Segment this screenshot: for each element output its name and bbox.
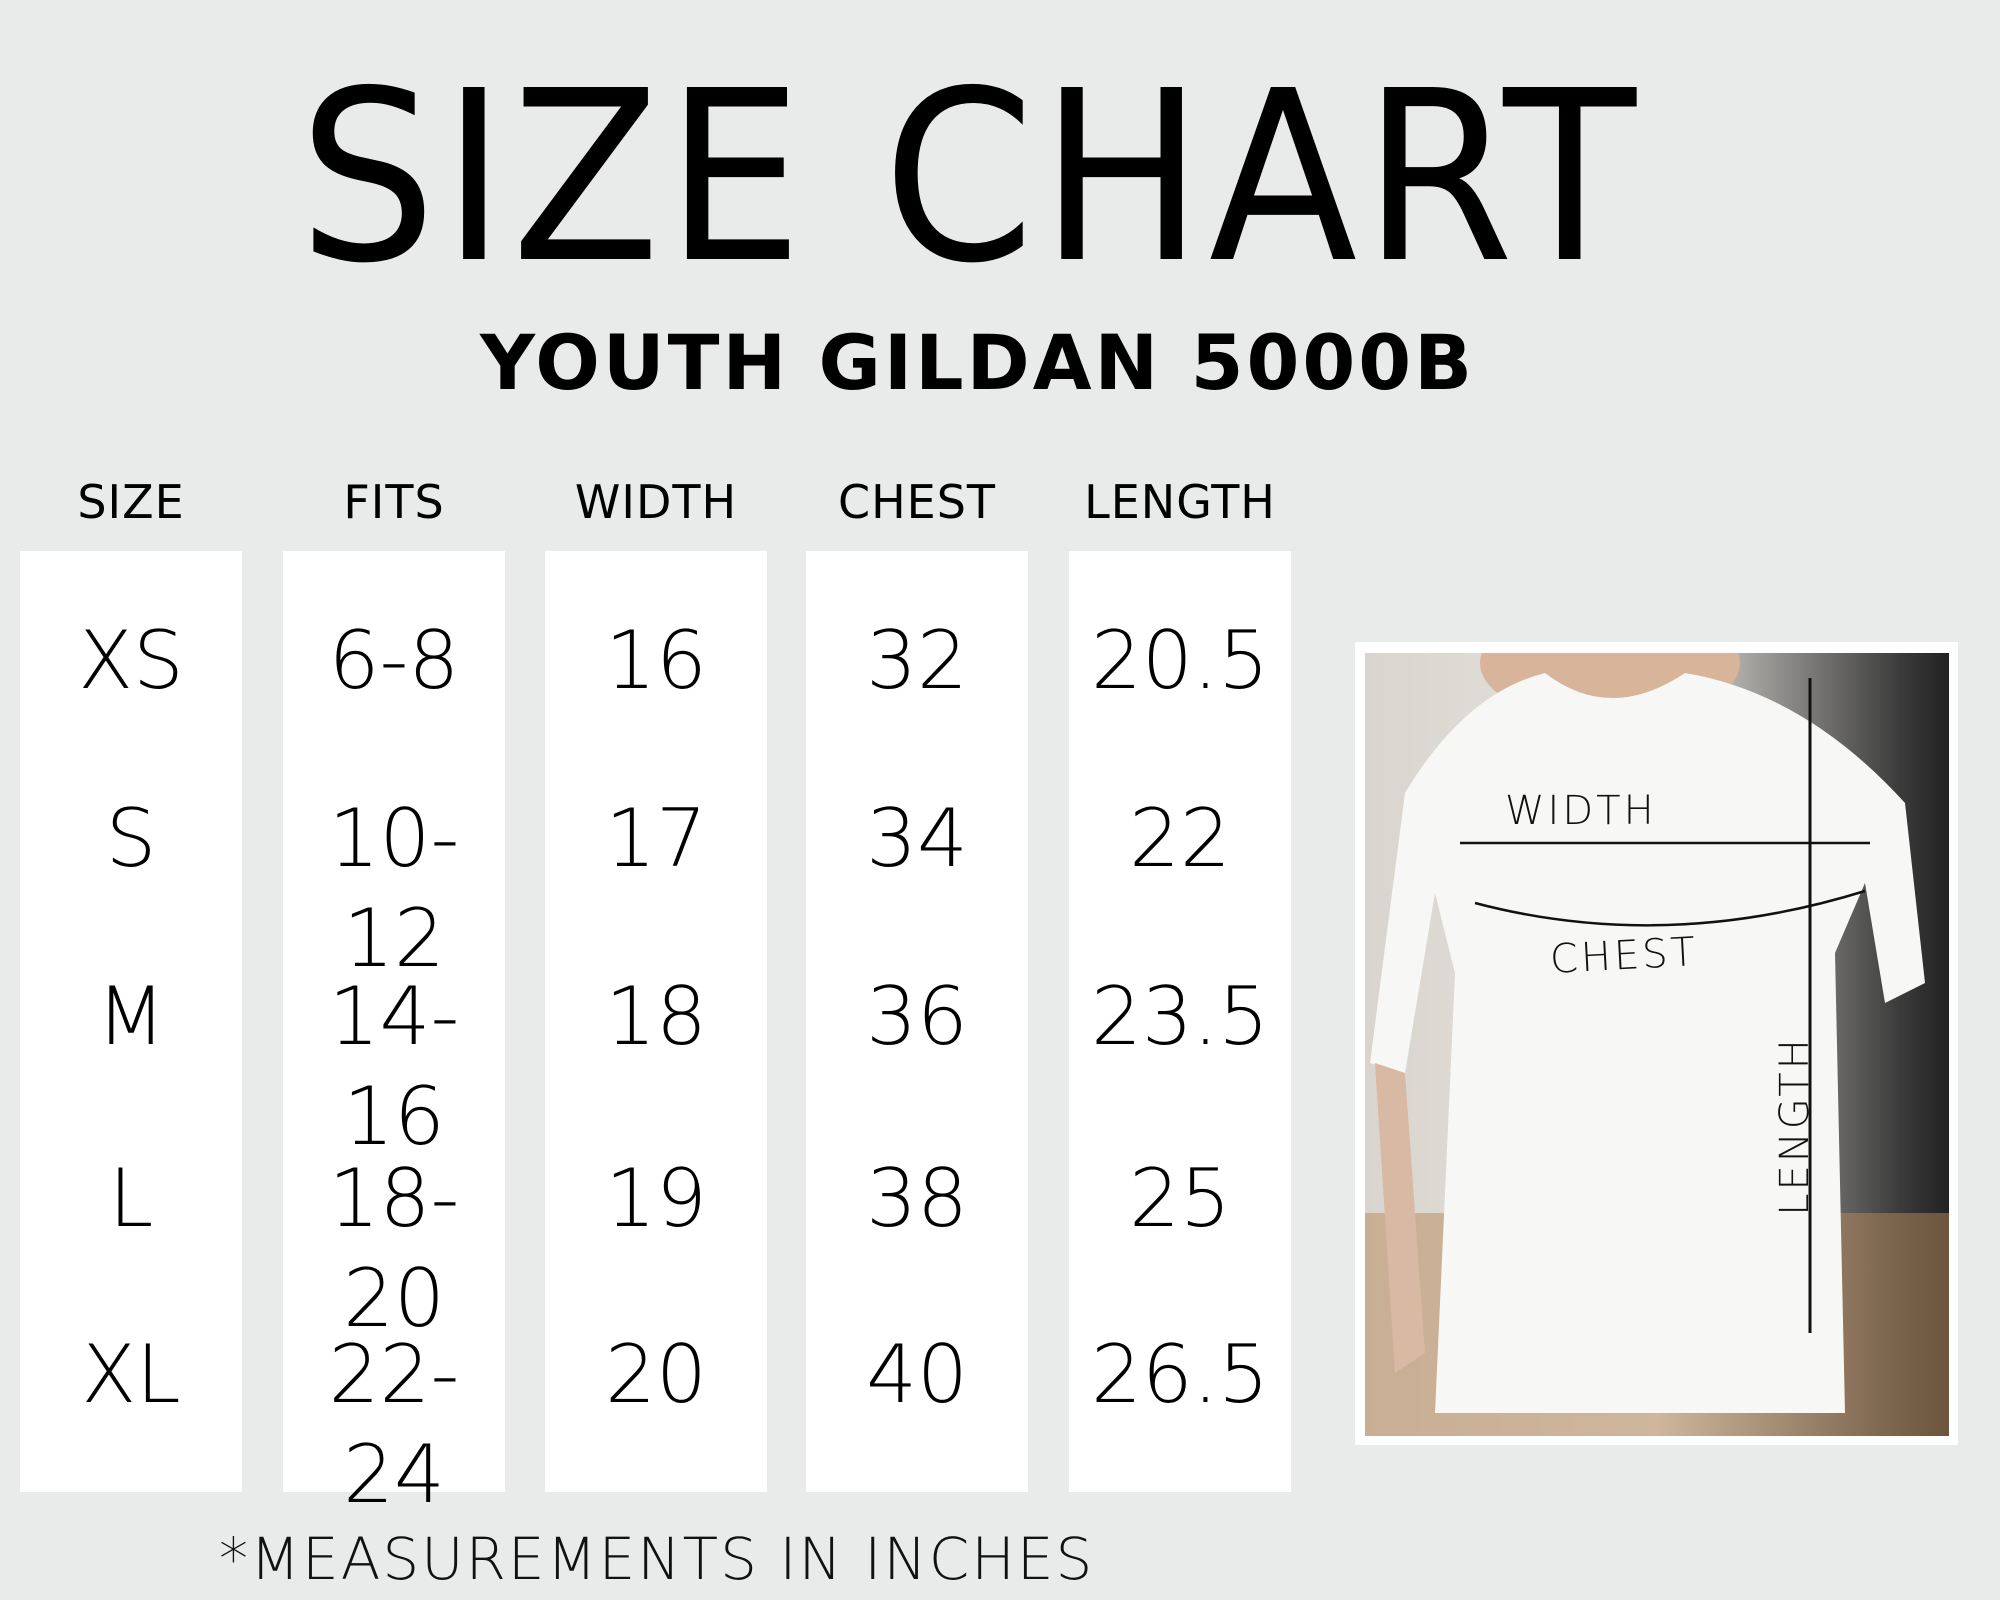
- cell-width: 17: [605, 792, 707, 885]
- cell-chest: 40: [866, 1328, 968, 1421]
- cell-fits: 10-12: [328, 792, 460, 985]
- cell-fits: 18-20: [328, 1152, 460, 1345]
- cell-chest: 32: [866, 614, 968, 707]
- header-length: LENGTH: [1084, 475, 1276, 529]
- cell-length: 26.5: [1090, 1328, 1270, 1421]
- column-length: [1069, 551, 1291, 1492]
- cell-size: S: [105, 792, 157, 885]
- cell-fits: 14-16: [328, 970, 460, 1163]
- cell-fits: 6-8: [328, 614, 460, 707]
- cell-size: XL: [81, 1328, 181, 1421]
- cell-size: L: [108, 1152, 154, 1245]
- cell-width: 18: [605, 970, 707, 1063]
- cell-length: 20.5: [1090, 614, 1270, 707]
- cell-length: 25: [1129, 1152, 1231, 1245]
- column-chest: [806, 551, 1028, 1492]
- cell-chest: 34: [866, 792, 968, 885]
- page-title: SIZE CHART: [298, 40, 1642, 315]
- header-width: WIDTH: [574, 475, 738, 529]
- cell-width: 16: [605, 614, 707, 707]
- header-size: SIZE: [77, 475, 185, 529]
- length-label: LENGTH: [1772, 1036, 1818, 1216]
- cell-length: 22: [1129, 792, 1231, 885]
- shirt-image: WIDTH CHEST LENGTH: [1365, 653, 1949, 1436]
- tshirt-illustration: [1365, 653, 1949, 1436]
- cell-fits: 22-24: [328, 1328, 460, 1521]
- measurement-note: *MEASUREMENTS IN INCHES: [219, 1525, 1095, 1593]
- cell-chest: 38: [866, 1152, 968, 1245]
- column-width: [545, 551, 767, 1492]
- chest-label: CHEST: [1548, 929, 1700, 983]
- column-size: [20, 551, 242, 1492]
- header-chest: CHEST: [837, 475, 997, 529]
- cell-size: XS: [78, 614, 184, 707]
- cell-length: 23.5: [1090, 970, 1270, 1063]
- cell-width: 19: [605, 1152, 707, 1245]
- shirt-photo: WIDTH CHEST LENGTH: [1355, 642, 1958, 1445]
- product-subtitle: YOUTH GILDAN 5000B: [479, 318, 1476, 407]
- header-fits: FITS: [343, 475, 445, 529]
- cell-width: 20: [605, 1328, 707, 1421]
- width-label: WIDTH: [1505, 788, 1657, 834]
- column-fits: [283, 551, 505, 1492]
- cell-chest: 36: [866, 970, 968, 1063]
- cell-size: M: [96, 970, 166, 1063]
